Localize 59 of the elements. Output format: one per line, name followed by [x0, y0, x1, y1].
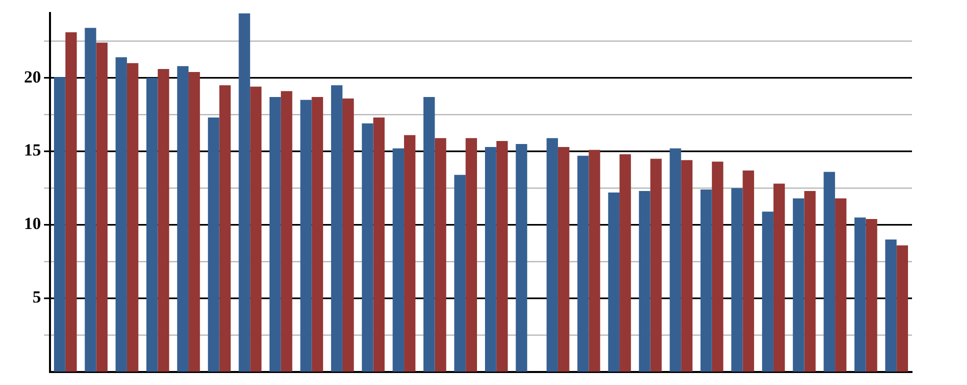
bar: [466, 138, 477, 372]
bar: [608, 192, 620, 372]
bar: [681, 160, 692, 372]
bar: [516, 144, 528, 372]
bar: [126, 63, 138, 372]
bar: [546, 138, 558, 372]
bar: [588, 150, 600, 372]
bar: [742, 170, 754, 372]
y-tick-label: 10: [24, 214, 41, 234]
bar: [270, 96, 281, 372]
bar: [404, 135, 416, 372]
bar: [146, 78, 158, 372]
bar: [208, 118, 220, 372]
bar: [454, 174, 466, 372]
y-tick-label: 5: [32, 288, 41, 307]
bar: [577, 156, 589, 372]
bar: [866, 218, 878, 372]
bar: [116, 57, 127, 372]
bar: [373, 118, 385, 372]
bar: [700, 190, 712, 372]
bar: [177, 66, 189, 372]
bar: [885, 240, 897, 372]
bar: [96, 42, 108, 372]
y-tick-label: 20: [24, 67, 41, 86]
bar: [670, 148, 682, 372]
bar: [219, 85, 231, 372]
bar: [331, 85, 342, 372]
bar: [485, 146, 496, 372]
bar: [773, 184, 785, 372]
bar: [342, 98, 354, 372]
bar: [54, 77, 66, 372]
bar: [896, 245, 908, 372]
bar: [731, 188, 743, 372]
bar: [280, 91, 292, 372]
bar: [238, 13, 250, 372]
y-tick-label: 15: [24, 140, 41, 160]
bar: [84, 28, 96, 372]
bar: [558, 146, 570, 372]
bar: [300, 100, 312, 372]
bar: [762, 212, 774, 372]
bar: [65, 32, 77, 372]
bar: [392, 148, 404, 372]
bar: [423, 96, 435, 372]
bar: [620, 154, 631, 372]
bar: [650, 158, 662, 372]
bar: [250, 86, 262, 372]
bar: [362, 123, 374, 372]
bar: [496, 141, 508, 372]
bar: [312, 96, 324, 372]
bar: [158, 69, 170, 372]
bar: [638, 191, 650, 372]
bar: [835, 198, 846, 372]
bar: [188, 72, 200, 372]
bar: [854, 217, 866, 372]
bar: [712, 162, 724, 372]
bar: [804, 191, 816, 372]
bar: [824, 172, 836, 372]
bar: [434, 138, 446, 372]
bar: [792, 198, 804, 372]
